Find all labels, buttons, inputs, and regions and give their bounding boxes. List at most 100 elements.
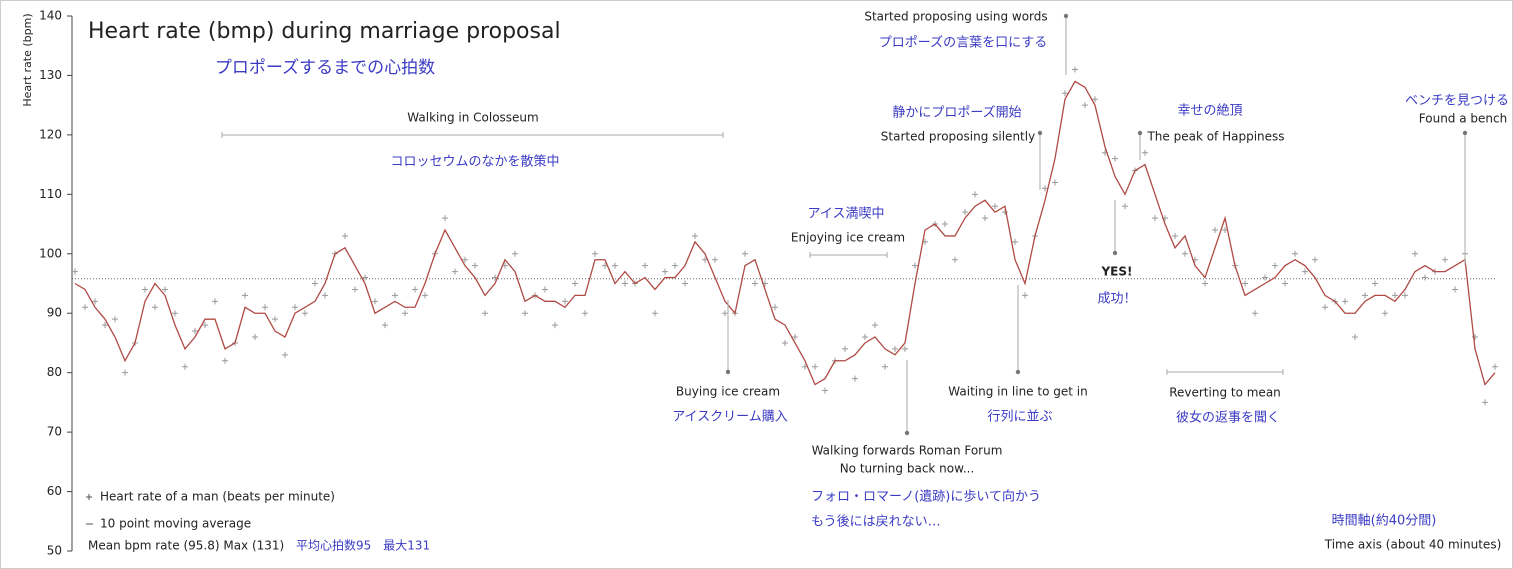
- heart-rate-point: [1342, 298, 1348, 305]
- annotation-ja: ベンチを見つける: [1405, 94, 1509, 109]
- heart-rate-point: [662, 268, 668, 275]
- heart-rate-point: [1422, 274, 1428, 281]
- annotation-en: Time axis (about 40 minutes): [1324, 538, 1502, 552]
- annotation-ja: 静かにプロポーズ開始: [892, 105, 1021, 121]
- heart-rate-point: [942, 221, 948, 228]
- heart-rate-point: [1392, 292, 1398, 299]
- heart-rate-point: [542, 286, 548, 293]
- heart-rate-point: [982, 215, 988, 222]
- heart-rate-point: [552, 322, 558, 329]
- annotation-dot: [1112, 250, 1118, 256]
- heart-rate-point: [1092, 96, 1098, 103]
- heart-rate-point: [772, 304, 778, 311]
- y-tick-label: 140: [39, 9, 62, 23]
- heart-rate-point: [1382, 310, 1388, 317]
- heart-rate-point: [842, 345, 848, 352]
- heart-rate-point: [1372, 280, 1378, 287]
- y-tick-label: 90: [47, 306, 62, 320]
- heart-rate-point: [822, 387, 828, 394]
- y-tick-label: 110: [39, 187, 62, 201]
- annotation-ja: 彼女の返事を聞く: [1176, 410, 1280, 426]
- stats: Mean bpm rate (95.8) Max (131): [88, 539, 284, 553]
- annotation-en: Walking in Colosseum: [407, 111, 538, 125]
- heart-rate-point: [1442, 256, 1448, 263]
- heart-rate-point: [862, 334, 868, 340]
- heart-rate-point: [292, 304, 298, 311]
- heart-rate-point: [912, 262, 918, 269]
- heart-rate-point: [742, 250, 748, 257]
- chart-subtitle: プロポーズするまでの心拍数: [215, 58, 435, 78]
- heart-rate-point: [192, 328, 198, 335]
- annotation-ja: 幸せの絶頂: [1177, 103, 1242, 119]
- heart-rate-point: [692, 232, 698, 239]
- heart-rate-point: [422, 292, 428, 299]
- heart-rate-point: [792, 334, 798, 340]
- annotation-bracket: [809, 252, 888, 258]
- heart-rate-point: [112, 316, 118, 323]
- heart-rate-point: [1052, 179, 1058, 186]
- annotation-dot: [1063, 13, 1069, 19]
- chart-title: Heart rate (bmp) during marriage proposa…: [88, 19, 561, 44]
- heart-rate-point: [1402, 292, 1408, 299]
- annotation-en: The peak of Happiness: [1146, 130, 1284, 144]
- annotation-ja: 時間軸(約40分間): [1332, 514, 1437, 529]
- heart-rate-point: [1252, 310, 1258, 317]
- legend-label: 10 point moving average: [100, 517, 251, 531]
- annotation-en: Started proposing silently: [881, 130, 1035, 144]
- heart-rate-point: [872, 322, 878, 329]
- heart-rate-point: [172, 310, 178, 317]
- heart-rate-point: [522, 310, 528, 317]
- heart-rate-point: [72, 268, 78, 275]
- heart-rate-point: [1012, 238, 1018, 245]
- annotation-en: Found a bench: [1419, 112, 1507, 126]
- heart-rate-point: [782, 339, 788, 346]
- heart-rate-point: [572, 280, 578, 287]
- heart-rate-point: [1492, 363, 1498, 370]
- annotation-dot: [1015, 369, 1021, 375]
- heart-rate-point: [322, 292, 328, 299]
- legend-label: Heart rate of a man (beats per minute): [100, 490, 335, 504]
- heart-rate-point: [302, 310, 308, 317]
- heart-rate-point: [262, 304, 268, 311]
- heart-rate-point: [1352, 334, 1358, 340]
- heart-rate-point: [652, 310, 658, 317]
- heart-rate-point: [1082, 102, 1088, 109]
- heart-rate-point: [712, 256, 718, 263]
- heart-rate-point: [382, 322, 388, 329]
- annotation-dot: [1037, 130, 1043, 136]
- annotation-dot: [904, 430, 910, 436]
- heart-rate-point: [222, 357, 228, 364]
- heart-rate-point: [1002, 209, 1008, 216]
- heart-rate-point: [122, 369, 128, 376]
- heart-rate-point: [182, 363, 188, 370]
- annotation-en: No turning back now...: [840, 462, 975, 476]
- heart-rate-point: [312, 280, 318, 287]
- heart-rate-point: [452, 268, 458, 275]
- heart-rate-point: [642, 262, 648, 269]
- annotation-bracket: [221, 132, 724, 138]
- heart-rate-point: [992, 203, 998, 210]
- heart-rate-point: [512, 250, 518, 257]
- heart-rate-point: [582, 310, 588, 317]
- heart-rate-point: [1452, 286, 1458, 293]
- heart-rate-point: [1262, 274, 1268, 281]
- heart-rate-point: [1212, 227, 1218, 233]
- y-tick-label: 70: [47, 425, 62, 439]
- heart-rate-point: [1142, 149, 1148, 156]
- heart-rate-point: [612, 262, 618, 269]
- heart-rate-point: [1242, 280, 1248, 287]
- legend-marker: [86, 494, 92, 500]
- annotation-en: Walking forwards Roman Forum: [812, 444, 1003, 458]
- y-tick-label: 130: [39, 68, 62, 82]
- heart-rate-point: [1182, 250, 1188, 257]
- y-tick-label: 80: [47, 365, 62, 379]
- heart-rate-point: [242, 292, 248, 299]
- heart-rate-point: [1272, 262, 1278, 269]
- y-tick-label: 120: [39, 127, 62, 141]
- heart-rate-point: [672, 262, 678, 269]
- heart-rate-point: [1062, 90, 1068, 97]
- heart-rate-point: [1042, 185, 1048, 192]
- heart-rate-point: [362, 274, 368, 281]
